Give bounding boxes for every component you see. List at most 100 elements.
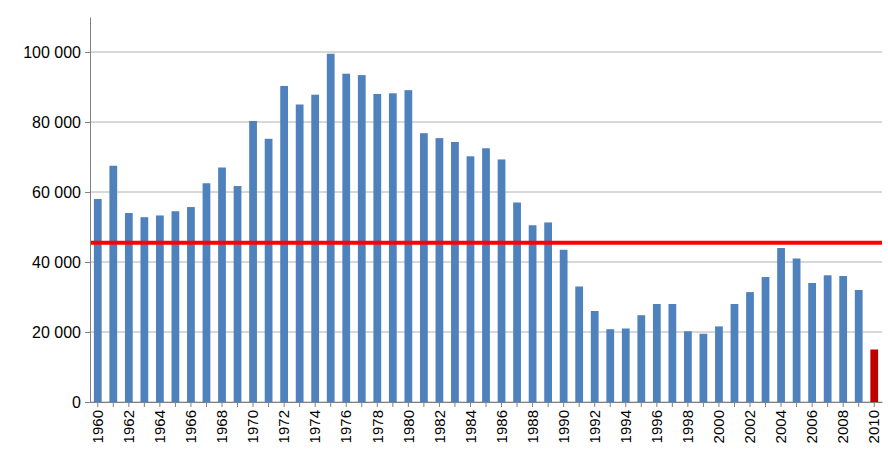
x-tick xyxy=(641,402,642,407)
x-tick xyxy=(237,402,238,407)
bar xyxy=(109,166,117,402)
x-tick: 2002 xyxy=(741,402,758,443)
x-tick-label: 1994 xyxy=(617,410,634,443)
x-tick-mark xyxy=(268,402,269,407)
bar xyxy=(420,133,428,402)
y-tick: 100 000 xyxy=(23,44,90,61)
x-tick xyxy=(299,402,300,407)
x-tick-mark xyxy=(656,402,657,407)
x-tick-mark xyxy=(159,402,160,407)
x-tick: 2006 xyxy=(803,402,820,443)
x-tick: 1992 xyxy=(586,402,603,443)
x-tick: 1990 xyxy=(555,402,572,443)
x-tick-mark xyxy=(548,402,549,407)
x-tick-mark xyxy=(750,402,751,407)
x-tick-mark xyxy=(812,402,813,407)
bar xyxy=(544,222,552,402)
x-tick xyxy=(361,402,362,407)
bar xyxy=(731,304,739,402)
x-tick-mark xyxy=(796,402,797,407)
x-tick: 1974 xyxy=(306,402,323,443)
x-tick xyxy=(144,402,145,407)
bar xyxy=(327,54,335,402)
x-tick xyxy=(548,402,549,407)
x-tick: 1960 xyxy=(89,402,106,443)
x-tick-mark xyxy=(330,402,331,407)
x-tick xyxy=(392,402,393,407)
x-tick: 1962 xyxy=(120,402,137,443)
bar xyxy=(513,203,521,403)
bar xyxy=(762,277,770,402)
x-tick-label: 1974 xyxy=(306,410,323,443)
x-tick-mark xyxy=(718,402,719,407)
y-tick-mark xyxy=(85,332,90,333)
bar xyxy=(373,94,381,402)
y-tick-label: 0 xyxy=(72,394,81,411)
x-tick-mark xyxy=(501,402,502,407)
y-tick-label: 40 000 xyxy=(32,254,81,271)
y-tick-label: 100 000 xyxy=(23,44,81,61)
bar xyxy=(777,248,785,402)
bar xyxy=(296,105,304,403)
x-tick-mark xyxy=(222,402,223,407)
x-tick-label: 1976 xyxy=(337,410,354,443)
x-tick-mark xyxy=(532,402,533,407)
x-tick: 2010 xyxy=(865,402,882,443)
x-tick-mark xyxy=(470,402,471,407)
y-tick-label: 60 000 xyxy=(32,184,81,201)
bar xyxy=(575,287,583,403)
bar xyxy=(746,292,754,402)
x-tick: 1964 xyxy=(151,402,168,443)
x-tick: 1998 xyxy=(679,402,696,443)
bar xyxy=(793,259,801,403)
x-tick-mark xyxy=(687,402,688,407)
x-tick-mark xyxy=(734,402,735,407)
x-tick-label: 1978 xyxy=(369,410,386,443)
x-tick-mark xyxy=(672,402,673,407)
x-tick-mark xyxy=(858,402,859,407)
x-tick-mark xyxy=(517,402,518,407)
x-tick xyxy=(486,402,487,407)
x-tick: 1996 xyxy=(648,402,665,443)
x-tick xyxy=(454,402,455,407)
bar xyxy=(436,138,444,402)
x-tick-mark xyxy=(454,402,455,407)
x-tick-mark xyxy=(97,402,98,407)
bar xyxy=(234,186,242,402)
x-tick-mark xyxy=(486,402,487,407)
x-tick xyxy=(858,402,859,407)
x-tick-mark xyxy=(346,402,347,407)
bar xyxy=(451,142,459,402)
x-tick xyxy=(579,402,580,407)
x-tick: 1976 xyxy=(337,402,354,443)
x-tick xyxy=(175,402,176,407)
bar xyxy=(622,329,630,403)
x-tick-mark xyxy=(284,402,285,407)
x-tick-label: 1982 xyxy=(431,410,448,443)
x-tick: 1968 xyxy=(213,402,230,443)
y-tick: 0 xyxy=(72,394,90,411)
x-tick-label: 2002 xyxy=(741,410,758,443)
y-tick: 80 000 xyxy=(32,114,90,131)
x-tick-mark xyxy=(392,402,393,407)
bar xyxy=(311,95,319,402)
bar xyxy=(870,350,878,403)
x-tick-label: 1966 xyxy=(182,410,199,443)
x-tick: 1972 xyxy=(275,402,292,443)
bar xyxy=(187,207,195,402)
x-tick: 1986 xyxy=(493,402,510,443)
x-tick-mark xyxy=(113,402,114,407)
bar xyxy=(94,199,102,402)
bar xyxy=(560,250,568,402)
x-tick: 1978 xyxy=(369,402,386,443)
x-tick-label: 2006 xyxy=(803,410,820,443)
x-tick-mark xyxy=(765,402,766,407)
x-tick-mark xyxy=(128,402,129,407)
x-tick xyxy=(672,402,673,407)
bar xyxy=(855,290,863,402)
x-tick-mark xyxy=(299,402,300,407)
bar xyxy=(218,168,226,403)
y-tick: 40 000 xyxy=(32,254,90,271)
bar xyxy=(529,225,537,402)
bar xyxy=(358,75,366,402)
